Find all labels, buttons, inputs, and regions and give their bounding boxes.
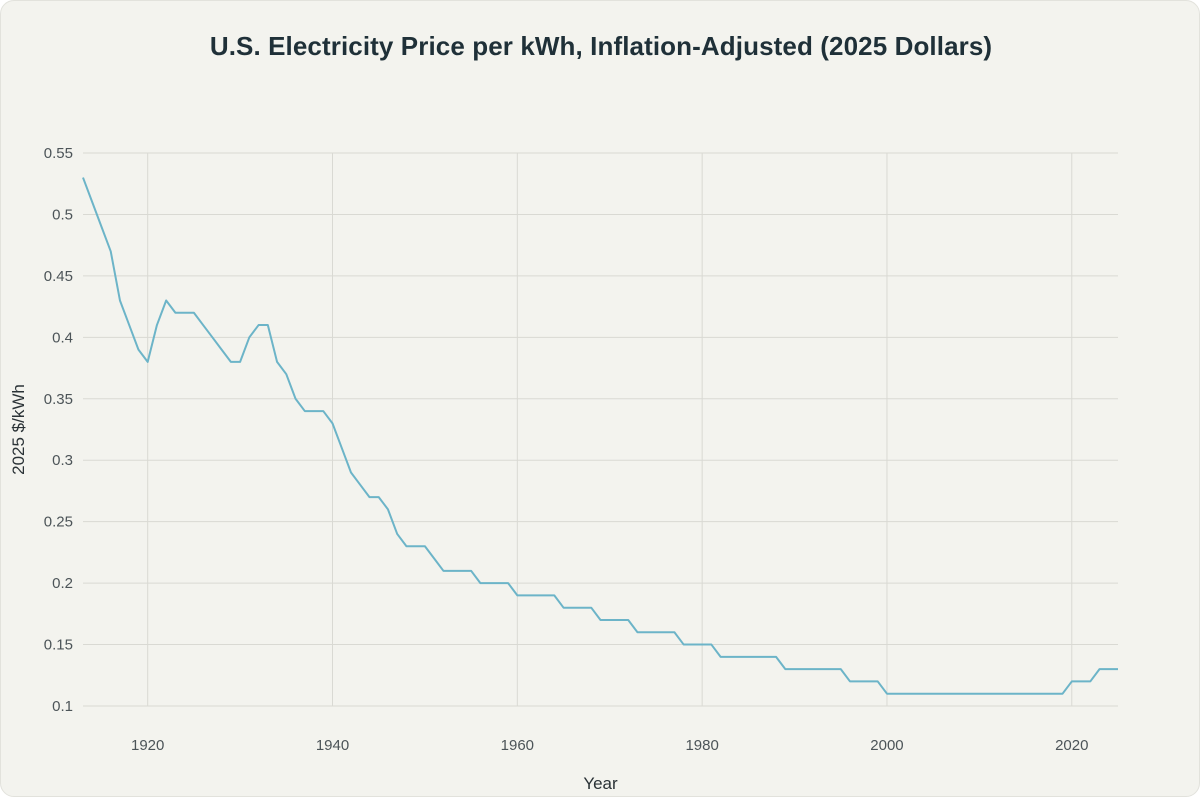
y-tick-label: 0.15: [44, 637, 73, 654]
chart-title: U.S. Electricity Price per kWh, Inflatio…: [209, 31, 993, 61]
x-tick-label: 1940: [316, 737, 349, 754]
x-axis-title: Year: [583, 774, 618, 793]
y-axis-title: 2025 $/kWh: [9, 384, 28, 475]
x-tick-label: 1920: [131, 737, 164, 754]
y-tick-label: 0.25: [44, 514, 73, 531]
x-tick-label: 2000: [870, 737, 903, 754]
x-tick-label: 2020: [1055, 737, 1088, 754]
y-tick-label: 0.35: [44, 391, 73, 408]
y-gridlines: [83, 152, 1118, 707]
y-tick-label: 0.4: [52, 329, 73, 346]
series-line: [82, 177, 1118, 695]
x-tick-label: 1960: [501, 737, 534, 754]
y-tick-label: 0.2: [52, 575, 73, 592]
y-tick-labels: 0.1 0.15 0.2 0.25 0.3 0.35 0.4 0.45 0.5 0.55: [44, 145, 73, 715]
x-tick-label: 1980: [685, 737, 718, 754]
y-tick-label: 0.3: [52, 452, 73, 469]
y-tick-label: 0.1: [52, 698, 73, 715]
y-tick-label: 0.55: [44, 145, 73, 162]
y-tick-label: 0.5: [52, 206, 73, 223]
y-tick-label: 0.45: [44, 268, 73, 285]
x-tick-labels: 1920 1940 1960 1980 2000 2020: [131, 737, 1088, 754]
x-gridlines: [147, 153, 1073, 706]
